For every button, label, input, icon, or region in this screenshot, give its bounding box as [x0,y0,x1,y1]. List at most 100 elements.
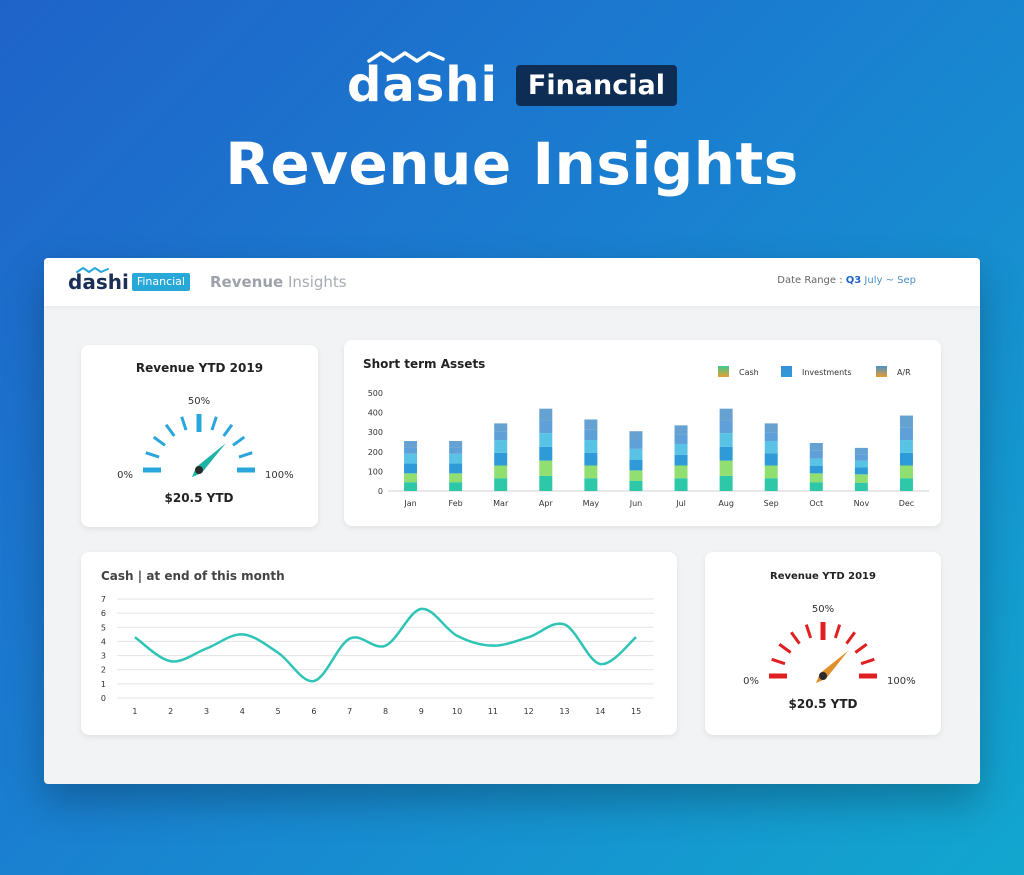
gauge-tick [771,657,786,666]
x-tick-label: Aug [718,499,734,508]
app-title-rest: Insights [283,273,347,291]
gauge-tick [804,624,813,639]
bar-segment [674,478,688,491]
hero-brand-name: dashi [347,51,498,109]
gauge-tick [854,643,868,654]
y-tick-label: 1 [101,680,106,689]
x-tick-label: May [583,499,600,508]
x-tick-label: 5 [276,707,281,716]
gauge-value-label: $20.5 YTD [789,697,858,711]
y-tick-label: 0 [101,694,106,703]
gauge-min-label: 0% [743,676,759,687]
bar-segment [764,478,778,491]
cash-series-line [134,607,637,683]
gauge-tick [210,416,218,431]
bar-segment [539,420,553,434]
y-tick-label: 2 [101,666,106,675]
y-tick-label: 400 [368,409,383,418]
bar-segment [449,482,463,491]
date-range-label: Date Range : [777,275,846,286]
date-range-quarter[interactable]: Q3 [845,275,862,286]
bar-segment [809,466,823,474]
bar-segment [629,459,643,471]
bar-segment [629,448,643,460]
assets-chart-card: Short term Assets Cash Investments A/R 0 100 2… [344,340,941,526]
bar-segment [674,434,688,444]
bar-segment [899,465,913,479]
gauge-tick [778,643,792,654]
app-title-bold: Revenue [209,273,284,291]
bar-segment [494,452,508,466]
date-range-months[interactable]: July ~ Sep [861,275,916,286]
bar-segment [854,482,868,491]
legend-label: A/R [897,368,911,377]
gauge-tick [164,423,176,437]
bar-segment [719,475,733,491]
bar-segment [539,475,553,491]
topbar-brand-name: dashi [68,267,129,294]
x-tick-label: 8 [383,707,388,716]
bar-segment [404,447,418,454]
bar-segment [854,454,868,461]
bar-segment [494,431,508,441]
bar-segment [854,460,868,468]
x-tick-label: Jul [675,499,686,508]
bar-segment [584,429,598,441]
gauge-min-label: 0% [117,470,133,481]
gauge-tick [860,657,875,666]
bar-segment [539,433,553,447]
gauge-card-top: Revenue YTD 2019 0% 100% 50% $20.5 YTD [81,345,318,527]
x-tick-label: 9 [419,707,424,716]
x-tick-label: Nov [854,499,870,508]
gauge-tick [790,631,801,645]
bar-segment [899,440,913,453]
chart-title: Cash | at end of this month [101,569,285,583]
bar-segment [494,465,508,479]
gauge-tick [222,423,234,437]
bar-segment [584,465,598,479]
bar-segment [674,443,688,455]
gauge-mid-label: 50% [188,396,210,407]
x-tick-label: 13 [559,707,569,716]
legend-swatch [718,366,729,377]
x-tick-label: Dec [899,499,914,508]
gauge-max-label: 100% [265,470,294,481]
bar-segment [449,463,463,474]
y-tick-label: 500 [368,389,383,398]
bar-segment [449,441,463,448]
x-tick-label: 14 [595,707,605,716]
gauge-tick [145,451,160,459]
bar-segment [809,450,823,459]
x-tick-label: 2 [168,707,173,716]
x-tick-label: 6 [311,707,316,716]
y-tick-label: 200 [368,448,383,457]
gauge-top: Revenue YTD 2019 0% 100% 50% $20.5 YTD [117,361,294,505]
date-range[interactable]: Date Range : Q3 July ~ Sep [777,275,916,286]
bar-segment [719,460,733,476]
gauge-mid-label: 50% [812,604,834,615]
gauge-hub [195,466,203,474]
x-tick-label: Jun [629,499,643,508]
legend-swatch [781,366,792,377]
bar-segment [719,433,733,447]
y-tick-label: 100 [368,467,383,476]
bar-segment [449,447,463,454]
gauge-max-label: 100% [887,676,916,687]
y-tick-label: 5 [101,623,106,632]
topbar-logo[interactable]: dashi Financial [68,267,190,294]
bar-segment [764,453,778,466]
x-tick-label: 3 [204,707,209,716]
topbar-brand-text: dashi [68,270,129,294]
chart-title: Short term Assets [363,357,485,371]
hero-brand-text: dashi [346,57,498,113]
gauge-card-bottom: Revenue YTD 2019 0% 100% 50% $20.5 YTD [705,552,941,735]
bar-segment [854,474,868,483]
x-tick-label: Sep [764,499,779,508]
bar-segment [809,442,823,451]
legend-label: Cash [739,368,759,377]
y-tick-label: 7 [101,595,106,604]
bar-segment [764,465,778,479]
bar-segment [809,458,823,467]
bar-segment [494,440,508,453]
